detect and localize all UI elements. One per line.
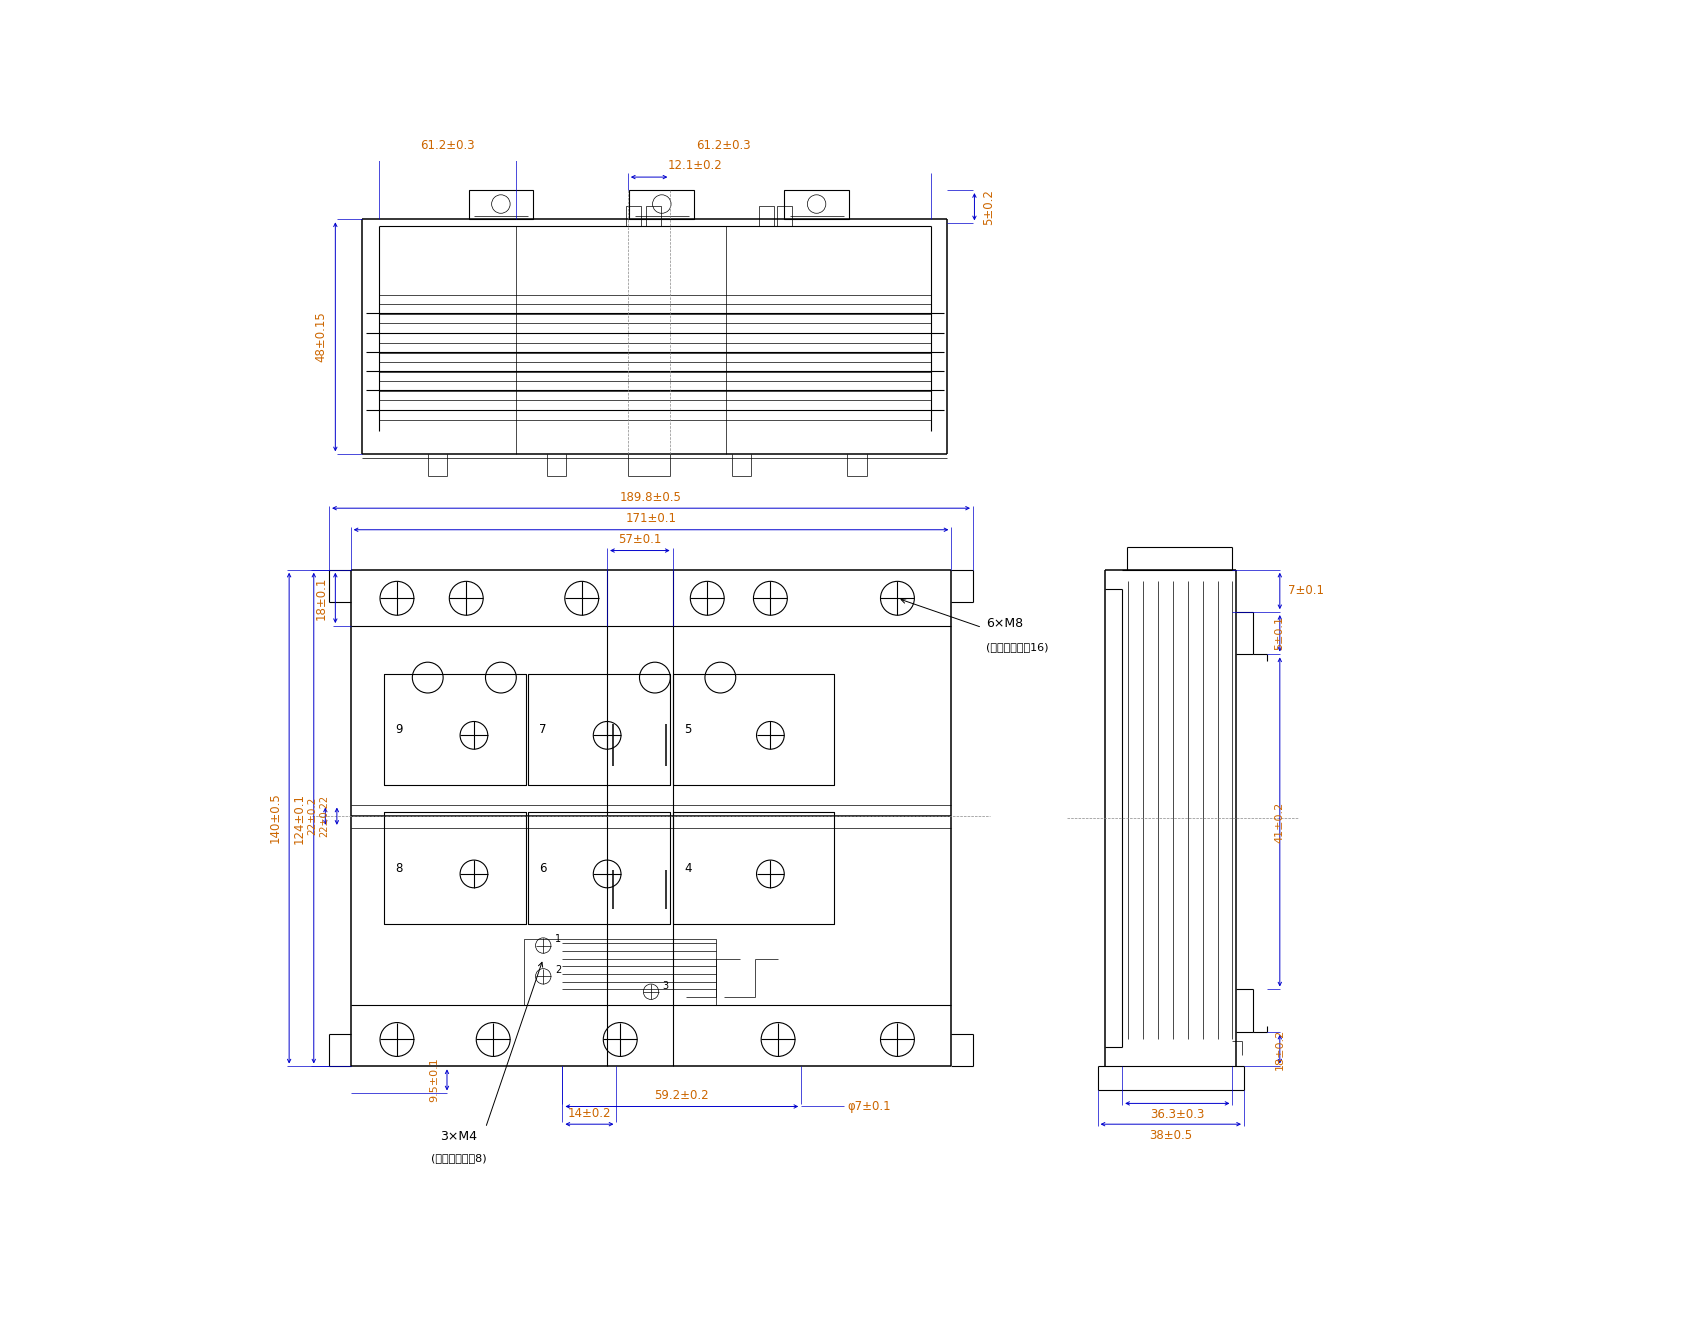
Text: 3: 3 [662,980,669,991]
Text: 22±0.22: 22±0.22 [318,795,329,837]
Text: 8: 8 [395,862,403,874]
Text: 189.8±0.5: 189.8±0.5 [620,491,683,504]
Text: φ7±0.1: φ7±0.1 [847,1100,891,1113]
Text: 18±0.2: 18±0.2 [1274,1029,1284,1070]
Text: 7: 7 [539,723,547,736]
Text: 22±0.2: 22±0.2 [308,797,318,835]
Text: 5±0.2: 5±0.2 [983,189,994,225]
Text: 1: 1 [556,935,561,944]
Text: 18±0.1: 18±0.1 [315,577,327,620]
Bar [630,190,695,220]
Text: 6: 6 [539,862,547,874]
Text: 57±0.1: 57±0.1 [618,532,662,546]
Text: 48±0.15: 48±0.15 [315,311,327,362]
Text: 14±0.2: 14±0.2 [567,1106,612,1120]
Text: 2: 2 [556,966,561,975]
Text: 124±0.1: 124±0.1 [293,793,307,843]
Text: 61.2±0.3: 61.2±0.3 [696,138,750,152]
Text: 36.3±0.3: 36.3±0.3 [1150,1108,1204,1121]
Bar [385,673,527,786]
Text: 7±0.1: 7±0.1 [1287,585,1323,598]
Bar [523,940,717,1004]
Text: 12.1±0.2: 12.1±0.2 [667,160,723,173]
Text: 4: 4 [684,862,691,874]
Text: 5±0.1: 5±0.1 [1274,617,1284,650]
Bar [759,207,774,225]
Bar [469,190,534,220]
Bar [529,673,671,786]
Text: 9: 9 [395,723,403,736]
Bar [385,813,527,924]
Bar [784,190,849,220]
Text: 38±0.5: 38±0.5 [1149,1129,1193,1141]
Text: (螺栓最大长剦8): (螺栓最大长剦8) [430,1153,486,1163]
Text: 61.2±0.3: 61.2±0.3 [420,138,474,152]
Text: 5: 5 [684,723,691,736]
Text: 41±0.2: 41±0.2 [1274,802,1284,842]
Text: 9.5±0.1: 9.5±0.1 [429,1058,439,1102]
Text: 171±0.1: 171±0.1 [625,512,676,526]
Bar [673,813,833,924]
Bar [645,207,661,225]
Text: 140±0.5: 140±0.5 [268,793,281,843]
Bar [776,207,793,225]
Text: 3×M4: 3×M4 [440,1129,478,1143]
Text: 6×M8: 6×M8 [986,617,1023,630]
Bar [673,673,833,786]
Text: (螺栓最大长剦16): (螺栓最大长剦16) [986,642,1049,652]
Bar [625,207,640,225]
Bar [529,813,671,924]
Text: 59.2±0.2: 59.2±0.2 [654,1089,710,1102]
